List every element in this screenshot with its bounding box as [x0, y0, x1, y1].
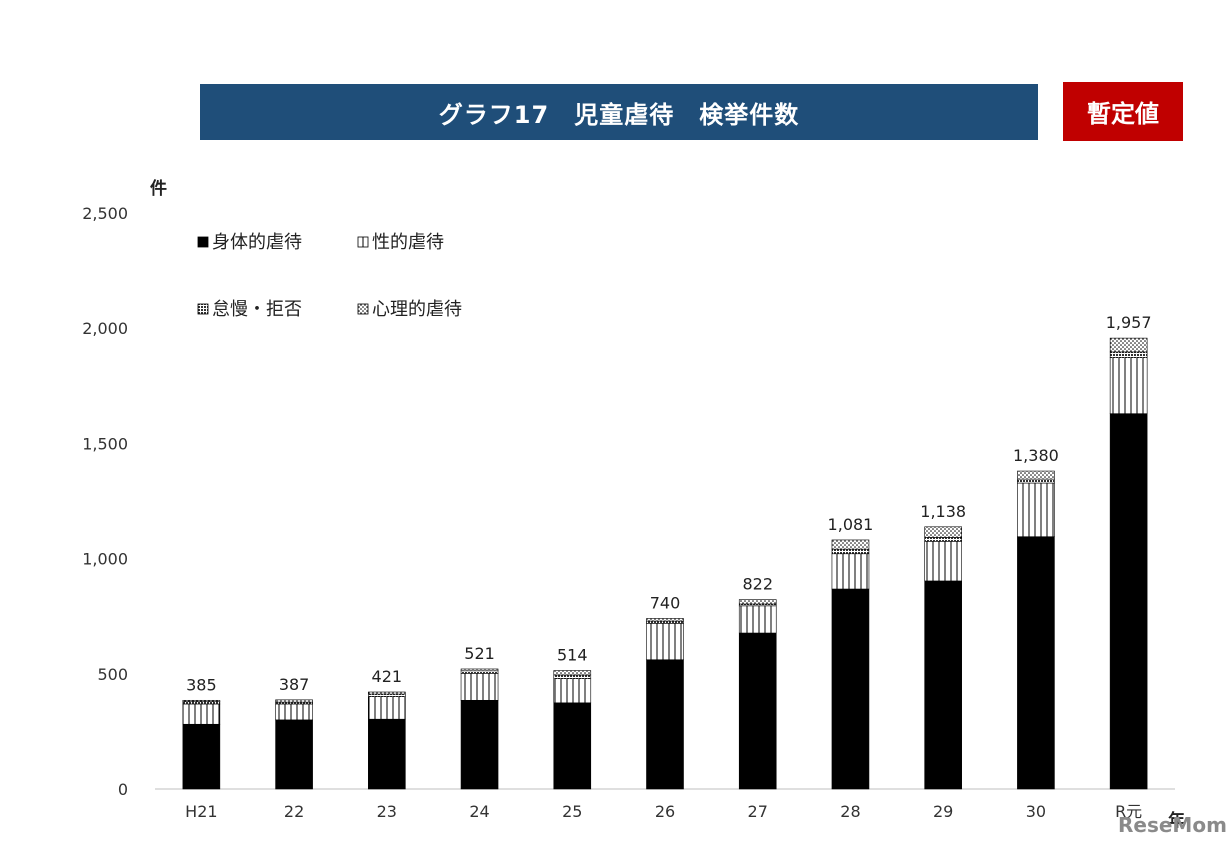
y-tick-label: 1,000: [82, 550, 128, 569]
x-axis: H21 22 23 24 25 26 27 28 29 30 R元: [155, 788, 1175, 821]
y-tick-label: 0: [118, 780, 128, 799]
bar-segment: [368, 693, 406, 697]
bar-segment: [1017, 482, 1055, 538]
bar-segment: [368, 696, 406, 720]
bar-segment: [924, 526, 962, 538]
bar-total-label: 387: [279, 675, 310, 694]
bar-segment: [1017, 478, 1055, 484]
bar-segment: [182, 701, 221, 705]
x-tick-label: H21: [185, 802, 217, 821]
bar-segment: [1109, 351, 1148, 358]
legend-swatch: [357, 236, 369, 248]
bar-segment: [738, 599, 777, 605]
bar-segment: [275, 703, 313, 721]
legend-label: 性的虐待: [372, 232, 444, 253]
bar-segment: [1109, 337, 1148, 353]
bar-segment: [275, 699, 313, 703]
bar-segment: [460, 670, 499, 674]
bar-segment: [460, 699, 499, 790]
bar-total-label: 1,138: [920, 502, 966, 521]
x-tick-label: 22: [284, 802, 304, 821]
bar-segment: [1109, 413, 1148, 790]
bar-segment: [182, 699, 221, 702]
bar-segment: [460, 668, 499, 672]
y-tick-label: 500: [97, 665, 128, 684]
bar-segment: [831, 588, 870, 790]
chart-title: グラフ17 児童虐待 検挙件数: [200, 84, 1038, 140]
bar-segment: [738, 632, 777, 790]
bar-segment: [368, 718, 406, 790]
bar-segment: [553, 674, 592, 679]
x-tick-label: 28: [840, 802, 860, 821]
bar-segment: [646, 620, 684, 624]
bar-total-label: 421: [372, 667, 403, 686]
bar-segment: [924, 580, 962, 790]
x-tick-label: 29: [933, 802, 953, 821]
bar-total-label: 1,081: [828, 515, 874, 534]
bar-segment: [553, 670, 592, 676]
bar-segment: [738, 605, 777, 634]
bar-segment: [553, 702, 592, 790]
bar-segment: [182, 723, 221, 790]
bar-segment: [646, 618, 684, 622]
legend-label: 怠慢・拒否: [212, 299, 302, 320]
bar-segment: [275, 719, 313, 790]
y-tick-label: 2,500: [82, 204, 128, 223]
legend-swatch: [197, 303, 209, 315]
x-tick-label: R元: [1115, 802, 1142, 821]
y-tick-label: 1,500: [82, 434, 128, 453]
bar-segment: [924, 537, 962, 542]
bar-segment: [646, 659, 684, 790]
bar-total-label: 822: [742, 575, 773, 594]
bar-total-label: 521: [464, 644, 495, 663]
legend-swatch: [357, 303, 369, 315]
x-tick-label: 25: [562, 802, 582, 821]
total-labels: 385 387 421 521 514 740 822 1,081 1,138 1,380 1,95…: [186, 313, 1151, 694]
bar-segment: [1017, 470, 1055, 480]
y-axis-unit: 件: [150, 178, 167, 199]
x-tick-label: 27: [748, 802, 768, 821]
x-tick-label: 23: [377, 802, 397, 821]
bars: [182, 337, 1148, 790]
legend-label: 心理的虐待: [372, 299, 462, 320]
x-tick-label: 24: [469, 802, 489, 821]
bar-segment: [1017, 536, 1055, 790]
x-tick-label: 26: [655, 802, 675, 821]
x-axis-unit: 年: [1168, 810, 1185, 831]
x-tick-label: 30: [1026, 802, 1046, 821]
bar-segment: [182, 703, 221, 725]
bar-segment: [924, 541, 962, 582]
legend-swatch: [197, 236, 209, 248]
bar-total-label: 1,380: [1013, 446, 1059, 465]
y-axis: 0 500 1,000 1,500 2,000 2,500: [82, 204, 128, 799]
y-tick-label: 2,000: [82, 319, 128, 338]
bar-segment: [460, 673, 499, 701]
bar-segment: [368, 691, 406, 695]
bar-segment: [1109, 357, 1148, 414]
bar-segment: [831, 539, 870, 550]
bar-total-label: 1,957: [1106, 313, 1152, 332]
bar-total-label: 385: [186, 675, 217, 694]
bar-segment: [646, 623, 684, 661]
watermark-logo: ReseMom: [1118, 813, 1227, 837]
legend-label: 身体的虐待: [212, 232, 302, 253]
bar-segment: [831, 553, 870, 590]
provisional-badge: 暫定値: [1063, 82, 1183, 141]
bar-total-label: 740: [650, 594, 681, 613]
bar-segment: [553, 678, 592, 704]
bar-segment: [831, 548, 870, 555]
bar-total-label: 514: [557, 646, 588, 665]
